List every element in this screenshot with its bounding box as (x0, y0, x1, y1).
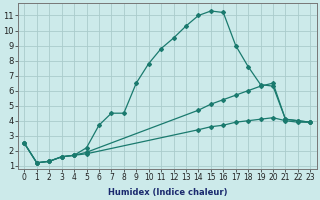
X-axis label: Humidex (Indice chaleur): Humidex (Indice chaleur) (108, 188, 227, 197)
